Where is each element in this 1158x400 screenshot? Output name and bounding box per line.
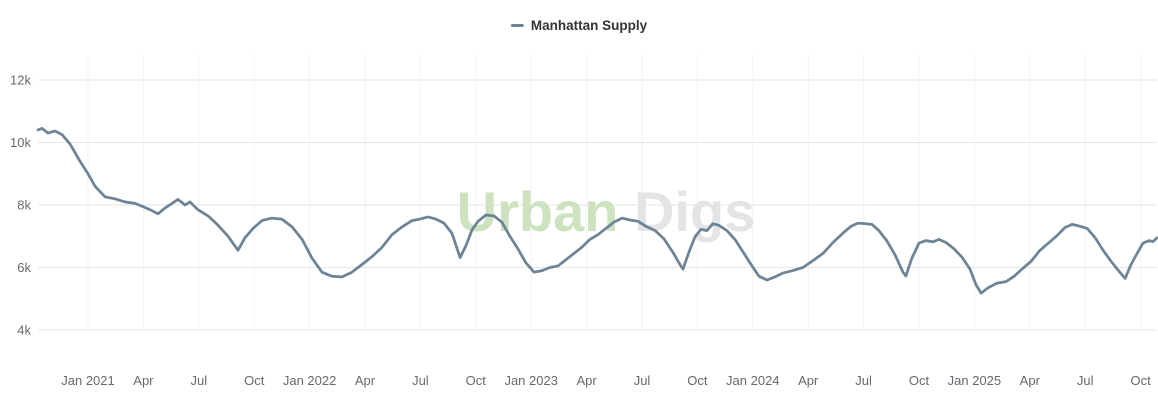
x-axis-tick-label: Jan 2022 (283, 373, 337, 388)
x-axis-tick-label: Oct (1130, 373, 1151, 388)
x-axis-tick-label: Apr (576, 373, 597, 388)
x-axis-tick-label: Jan 2025 (948, 373, 1002, 388)
y-axis-tick-label: 12k (10, 73, 31, 88)
x-axis-tick-label: Oct (687, 373, 708, 388)
x-axis-tick-label: Apr (133, 373, 154, 388)
x-axis-tick-label: Oct (909, 373, 930, 388)
legend-label: Manhattan Supply (530, 18, 648, 33)
x-axis-tick-label: Oct (466, 373, 487, 388)
watermark: Urban Digs (457, 180, 756, 243)
y-axis-tick-label: 4k (17, 323, 31, 338)
x-axis-tick-label: Jan 2023 (504, 373, 558, 388)
y-axis-tick-label: 6k (17, 260, 31, 275)
x-axis-tick-label: Jul (412, 373, 429, 388)
legend[interactable]: Manhattan Supply (510, 18, 648, 33)
x-axis-tick-label: Jan 2024 (726, 373, 780, 388)
x-axis-tick-label: Jan 2021 (61, 373, 115, 388)
y-axis-tick-label: 10k (10, 135, 31, 150)
x-axis-tick-label: Oct (244, 373, 265, 388)
x-axis-tick-label: Jul (634, 373, 651, 388)
x-axis-tick-label: Apr (798, 373, 819, 388)
x-axis-tick-label: Apr (1020, 373, 1041, 388)
series-line-marker-icon (510, 24, 524, 27)
series-line-manhattan-supply (36, 127, 1158, 295)
x-axis-tick-label: Jul (190, 373, 207, 388)
y-axis-tick-label: 8k (17, 198, 31, 213)
x-axis-tick-label: Jul (1077, 373, 1094, 388)
x-axis-tick-label: Apr (355, 373, 376, 388)
x-axis-tick-label: Jul (855, 373, 872, 388)
